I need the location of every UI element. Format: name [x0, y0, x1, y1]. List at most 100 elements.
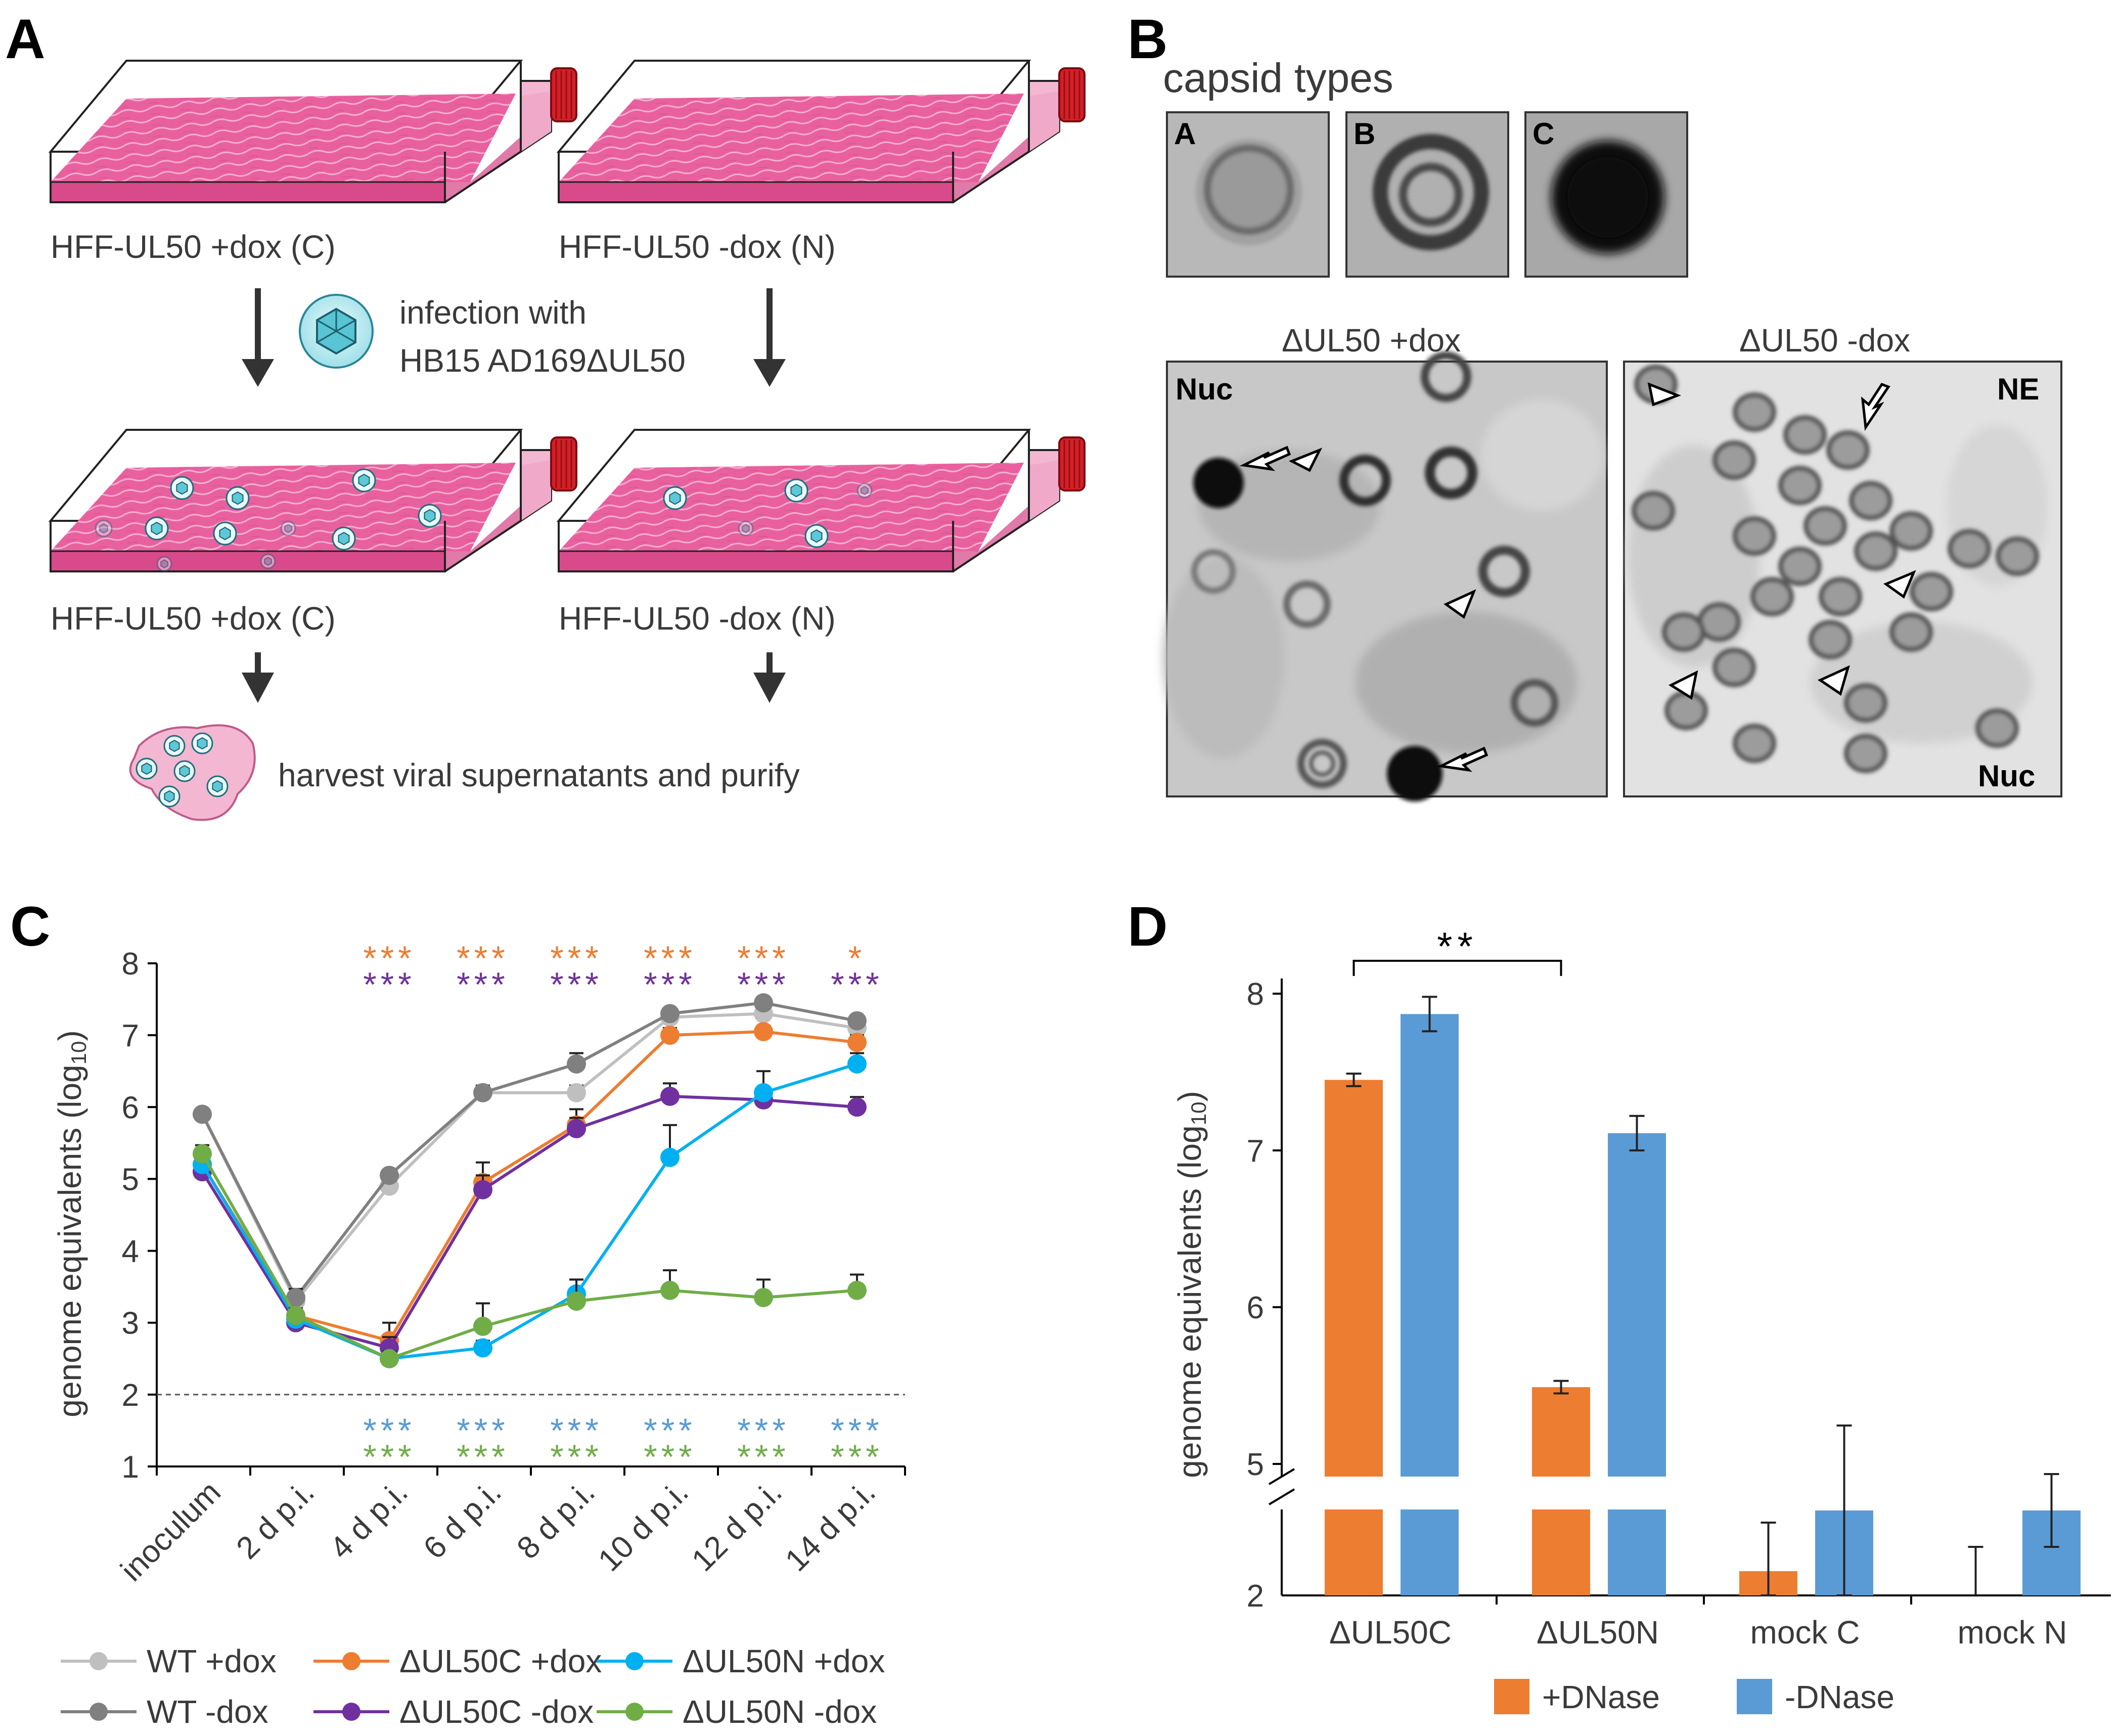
capsid [1733, 392, 1776, 432]
significance-marker: *** [644, 939, 696, 977]
down-arrow-icon [753, 652, 786, 703]
legend-label: ΔUL50C -dox [399, 1694, 594, 1730]
arrowhead-icon [1668, 670, 1698, 700]
harvest-text: harvest viral supernatants and purify [278, 757, 800, 793]
virus-icon [173, 760, 196, 782]
y-tick-label: 1 [122, 1450, 139, 1485]
legend-label: ΔUL50C +dox [399, 1643, 602, 1679]
capsid-label-a: A [1174, 117, 1196, 151]
data-point [660, 1004, 680, 1023]
y-tick-label: 8 [122, 947, 139, 982]
capsid-type-b-image: B [1345, 111, 1509, 278]
capsid [1975, 708, 2019, 748]
x-tick-label: 14 d p.i. [779, 1475, 882, 1578]
legend-item: +DNase [1494, 1679, 1660, 1715]
capsid [1662, 612, 1705, 652]
significance-marker: *** [831, 1411, 883, 1450]
virus-icon [260, 553, 276, 569]
data-point [660, 1086, 680, 1106]
em-left-arrows [1239, 446, 1488, 772]
capsid [1750, 577, 1794, 616]
legend-marker [625, 1703, 644, 1721]
cell-culture-flask [48, 429, 577, 572]
capsid [1632, 491, 1675, 530]
axis-break-icon [1268, 1468, 1295, 1485]
down-arrow-icon [242, 288, 274, 387]
x-tick-label: 12 d p.i. [685, 1475, 789, 1578]
significance-marker: *** [457, 965, 509, 1004]
data-point [286, 1287, 305, 1307]
data-point [567, 1083, 586, 1102]
y-tick-label: 8 [1247, 977, 1264, 1012]
capsid [1778, 547, 1822, 586]
series-wt-dox [193, 993, 867, 1307]
significance-marker: *** [831, 965, 883, 1004]
arrow-icon [1436, 746, 1488, 772]
data-point [847, 1280, 867, 1300]
em-right-title: ΔUL50 -dox [1739, 322, 1910, 359]
legend-label: ΔUL50N +dox [683, 1643, 885, 1679]
capsid [1712, 648, 1756, 687]
virus-icon [804, 524, 829, 548]
legend-item: ΔUL50N +dox [597, 1643, 885, 1679]
em-right-nuc-label: Nuc [1978, 759, 2035, 793]
data-point [567, 1054, 586, 1074]
em-image-ul50-minus-dox: NE Nuc [1623, 361, 2062, 797]
virus-icon [352, 468, 376, 493]
panel-d-bar-chart: 5 6 7 8 2 ΔUL50C ΔUL50N mock C mock N ** genome … [1171, 924, 2111, 1715]
virus-icon [206, 775, 229, 797]
virus-icon [145, 516, 169, 541]
x-tick-label: 8 d p.i. [510, 1475, 601, 1566]
flask-cap [1058, 67, 1086, 122]
virus-icon [225, 486, 250, 510]
capsid-type-a-image: A [1166, 111, 1330, 278]
flask-label-bottom-right: HFF-UL50 -dox (N) [559, 600, 836, 637]
significance-marker: *** [644, 1438, 696, 1476]
arrowhead-icon [1647, 382, 1681, 407]
series-line [201, 1012, 858, 1304]
bar-break-gap [1529, 1477, 1593, 1509]
flask-cap [550, 67, 577, 122]
capsid [1733, 516, 1776, 556]
panel-letter-d: D [1127, 896, 1167, 958]
x-tick-label: 6 d p.i. [417, 1475, 508, 1566]
harvested-cell-icon [129, 724, 256, 821]
bar-break-gap [1398, 1477, 1461, 1509]
arrowhead-icon [1444, 589, 1476, 619]
series--ul50n-dox [193, 1144, 867, 1368]
data-point [847, 1097, 867, 1117]
chart-d-ylabel: genome equivalents (log10) [1171, 1091, 1210, 1478]
data-point [193, 1144, 212, 1164]
arrowhead-icon [1817, 665, 1850, 696]
arrow-icon [1861, 382, 1890, 431]
capsid-label-c: C [1532, 117, 1554, 151]
significance-marker: *** [550, 1411, 602, 1450]
virus-icon [738, 520, 754, 537]
data-point [380, 1349, 399, 1368]
legend-label: WT +dox [147, 1643, 277, 1679]
series-line [201, 1001, 858, 1301]
y-tick-label: 5 [122, 1162, 139, 1197]
capsid-type-c-image: C [1524, 111, 1688, 278]
legend-item: WT -dox [61, 1694, 268, 1730]
bar-break-gap [1605, 1477, 1668, 1509]
em-left-title: ΔUL50 +dox [1282, 322, 1461, 359]
significance-marker: *** [457, 1438, 509, 1476]
cell-culture-flask [556, 429, 1086, 572]
capsid [1803, 506, 1847, 546]
em-left-nuc-label: Nuc [1176, 372, 1233, 406]
capsid [1889, 612, 1933, 652]
capsid [1826, 430, 1870, 470]
legend-swatch [1494, 1679, 1529, 1714]
capsid-types-title: capsid types [1163, 55, 1393, 101]
significance-marker: *** [644, 1411, 696, 1450]
series-line [201, 1062, 858, 1360]
capsid [1819, 577, 1862, 616]
data-point [754, 1083, 773, 1102]
virus-icon [191, 732, 213, 754]
panel-c-line-chart: 1 2 3 4 5 6 7 8 inoculum 2 d p.i. 4 d p.i. 6 d p.i.… [52, 939, 906, 1730]
x-tick-label: 4 d p.i. [323, 1475, 414, 1566]
y-tick-label: 5 [1247, 1447, 1264, 1482]
em-right-ne-label: NE [1997, 372, 2039, 406]
